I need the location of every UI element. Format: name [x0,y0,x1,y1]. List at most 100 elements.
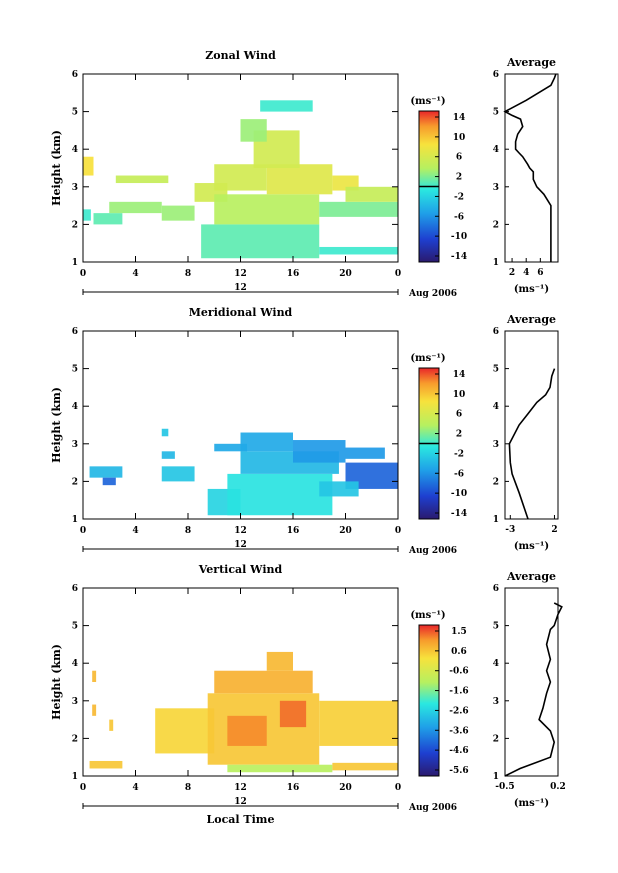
y-tick-label: 3 [72,440,78,450]
colorbar-unit: (ms⁻¹) [410,353,445,364]
colorbar-unit: (ms⁻¹) [410,96,445,107]
x-tick-label: 0 [395,526,401,536]
colorbar-tick-label: 10 [453,133,466,143]
average-x-label: (ms⁻¹) [514,798,549,809]
x-tick-label: 8 [185,269,191,279]
average-title: Average [506,313,556,326]
y-tick-label: 1 [72,772,78,782]
average-x-tick-label: 6 [537,268,543,278]
colorbar-tick-label: -3.6 [449,726,468,736]
average-y-tick-label: 6 [493,70,499,80]
heatmap-cell-8 [227,715,267,746]
heatmap-cell-6 [214,443,248,452]
colorbar-tick-label: -10 [451,489,467,499]
chart-title: Zonal Wind [205,49,276,62]
x-tick-label: 8 [185,526,191,536]
x-tick-label: 0 [80,269,86,279]
colorbar-tick-label: -4.6 [449,746,468,756]
average-x-tick-label: 4 [523,268,529,278]
colorbar-tick-label: -1.6 [449,687,468,697]
average-title: Average [506,56,556,69]
average-profile-line [504,602,563,777]
colorbar-tick-label: 14 [453,370,466,380]
average-y-tick-label: 3 [493,183,499,193]
x-tick-label: 16 [287,269,300,279]
heatmap-cell-11 [319,700,398,746]
y-tick-label: 2 [72,220,78,230]
y-axis-label: Height (km) [50,644,63,720]
y-tick-label: 5 [72,108,78,118]
x-tick-label: 12 [234,269,247,279]
day-label: 12 [234,797,247,807]
colorbar-tick-label: -14 [451,252,467,262]
heatmap-cell-1 [102,477,116,486]
heatmap-cell-12 [345,447,385,459]
day-label: 12 [234,540,247,550]
y-tick-label: 3 [72,183,78,193]
heatmap-cell-13 [260,100,313,112]
month-label: Aug 2006 [408,803,457,813]
heatmap-cell-1 [83,209,91,221]
heatmap-cell-0 [89,760,123,769]
heatmap-cell-7 [227,473,333,516]
average-y-tick-label: 1 [493,772,499,782]
average-y-tick-label: 4 [493,659,499,669]
average-profile-line [508,368,556,520]
colorbar-tick-label: -5.6 [449,766,468,776]
colorbar [418,624,440,777]
heatmap-cell-13 [319,481,359,497]
heatmap-cell-17 [345,186,398,202]
heatmap-cell-15 [319,201,398,217]
y-tick-label: 4 [72,402,78,412]
average-y-tick-label: 2 [493,477,499,487]
y-tick-label: 3 [72,697,78,707]
colorbar-tick-label: 2 [456,430,462,440]
average-y-tick-label: 2 [493,734,499,744]
x-axis-label: Local Time [207,813,275,826]
average-y-tick-label: 5 [493,365,499,375]
colorbar-tick-label: 2 [456,173,462,183]
heatmap-cell-3 [161,451,175,459]
heatmap-cell-12 [240,119,267,142]
month-label: Aug 2006 [408,289,457,299]
average-y-tick-label: 3 [493,440,499,450]
x-tick-label: 20 [339,526,352,536]
average-y-tick-label: 1 [493,515,499,525]
heatmap-cell-4 [161,428,169,437]
colorbar-tick-label: 6 [456,153,462,163]
y-tick-label: 2 [72,477,78,487]
heatmap-cell-9 [240,432,293,452]
colorbar-tick-label: 0.6 [451,647,467,657]
heatmap-cell-4 [155,708,215,754]
colorbar-tick-label: -2 [454,192,464,202]
average-y-tick-label: 4 [493,145,499,155]
average-profile-line [503,73,557,262]
colorbar-tick-label: 6 [456,410,462,420]
colorbar-tick-label: -6 [454,212,464,222]
y-axis-label: Height (km) [50,130,63,206]
heatmap-cell-9 [279,700,307,728]
average-y-tick-label: 5 [493,108,499,118]
heatmap-cell-0 [83,156,94,176]
heatmap-cell-10 [227,764,333,773]
heatmap-cell-3 [109,719,114,731]
heatmap-cell-2 [161,466,195,482]
y-tick-label: 5 [72,622,78,632]
heatmap-cell-5 [161,205,195,221]
average-x-label: (ms⁻¹) [514,284,549,295]
x-tick-label: 16 [287,526,300,536]
heatmap-cell-6 [214,670,313,694]
x-tick-label: 12 [234,783,247,793]
x-tick-label: 12 [234,526,247,536]
y-tick-label: 4 [72,145,78,155]
average-x-tick-label: 2 [509,268,515,278]
colorbar-tick-label: -6 [454,469,464,479]
colorbar-tick-label: -2.6 [449,706,468,716]
colorbar-tick-label: -10 [451,232,467,242]
x-tick-label: 4 [132,526,138,536]
heatmap-cell-10 [266,164,333,195]
x-tick-label: 0 [395,783,401,793]
heatmap-cell-3 [109,201,162,214]
